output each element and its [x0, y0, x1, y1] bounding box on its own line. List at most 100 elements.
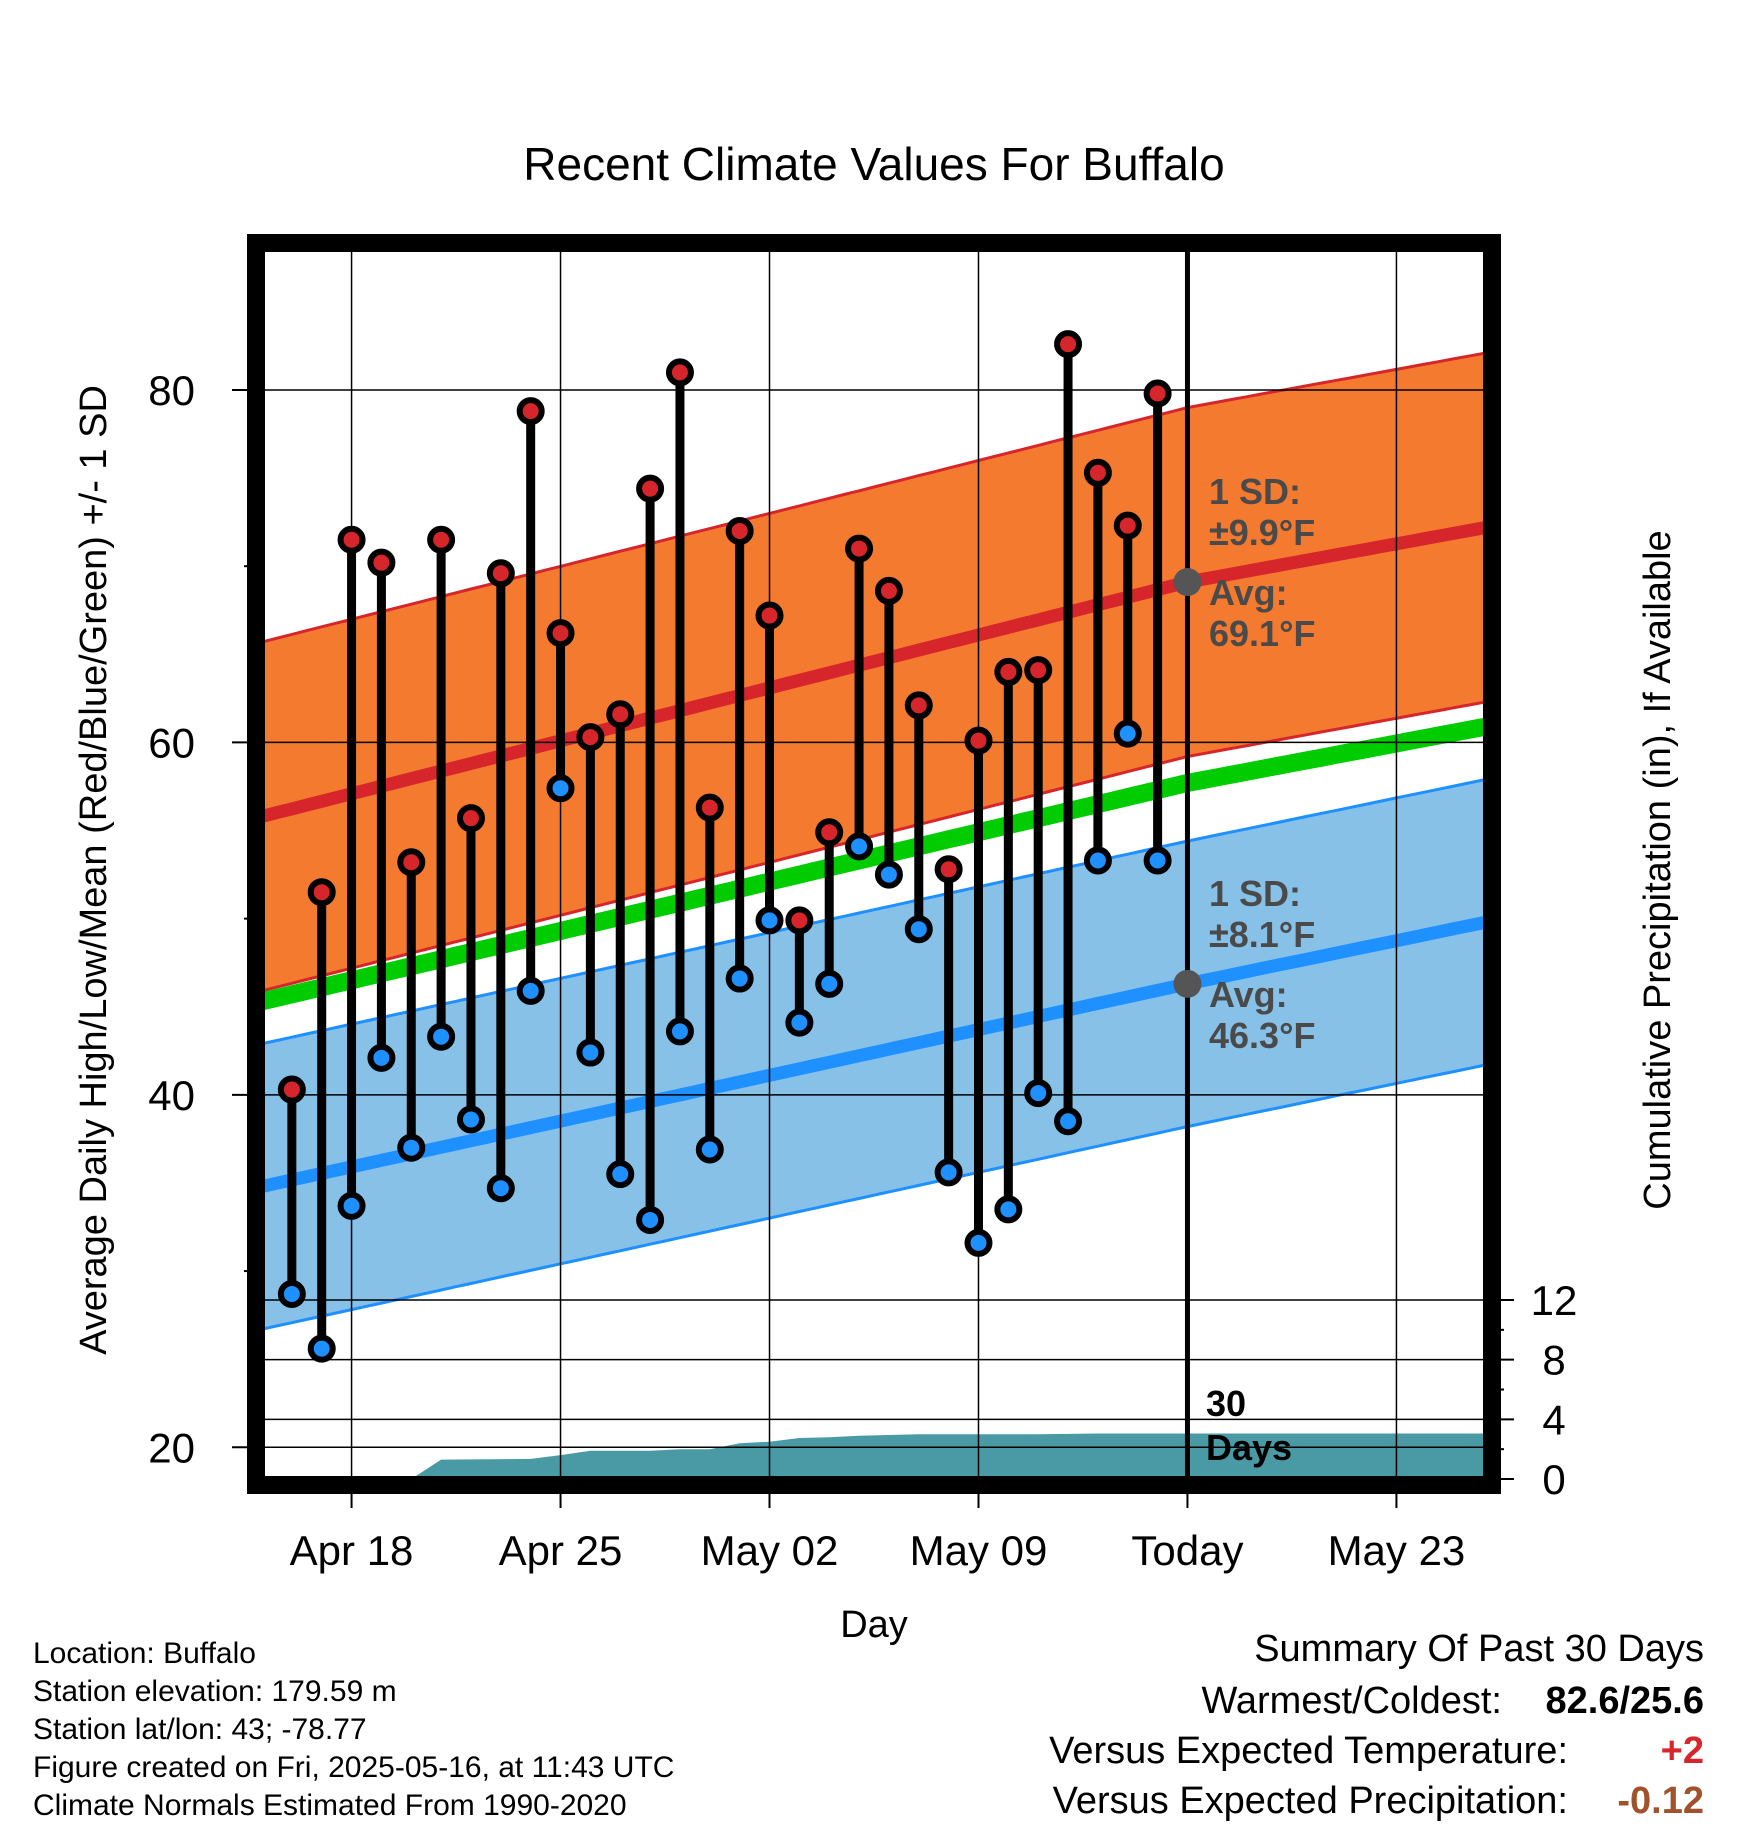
daily-high-point [994, 657, 1023, 686]
y-tick-label: 40 [148, 1072, 195, 1119]
daily-low-point [636, 1205, 665, 1234]
daily-high-point [904, 691, 933, 720]
daily-low-point [367, 1043, 396, 1072]
daily-high-point [874, 576, 903, 605]
normal-mean-line [262, 717, 1486, 1011]
info-created: Figure created on Fri, 2025-05-16, at 11… [33, 1751, 675, 1784]
daily-low-point [815, 969, 844, 998]
daily-low-point [606, 1160, 635, 1189]
x-tick-label: May 23 [1328, 1527, 1466, 1574]
y-tick-label: 60 [148, 719, 195, 766]
daily-low-point [1143, 846, 1172, 875]
summary-title: Summary Of Past 30 Days [1254, 1628, 1704, 1670]
x-tick-label: Today [1131, 1527, 1243, 1574]
daily-low-point [307, 1334, 336, 1363]
data-marks [277, 330, 1202, 1363]
daily-low-point [397, 1133, 426, 1162]
daily-high-point [665, 358, 694, 387]
daily-low-point [755, 906, 784, 935]
daily-low-point [546, 774, 575, 803]
daily-low-point [994, 1195, 1023, 1224]
info-location: Location: Buffalo [33, 1637, 256, 1670]
info-latlon: Station lat/lon: 43; -78.77 [33, 1713, 367, 1746]
plot-frame [247, 234, 1501, 1494]
daily-high-point [1024, 656, 1053, 685]
summary-precip-value: -0.12 [1617, 1780, 1704, 1822]
y-axis-label: Average Daily High/Low/Mean (Red/Blue/Gr… [73, 385, 115, 1355]
daily-low-point [486, 1174, 515, 1203]
summary-warm-cold-label: Warmest/Coldest: [1201, 1680, 1502, 1722]
high-sd-value: ±9.9°F [1209, 512, 1315, 553]
daily-high-point [964, 726, 993, 755]
low-band-upper-edge [262, 777, 1486, 1046]
daily-high-point [576, 723, 605, 752]
y2-tick-label: 0 [1542, 1456, 1565, 1503]
daily-high-point [277, 1075, 306, 1104]
x-tick-label: May 09 [910, 1527, 1048, 1574]
daily-high-point [1083, 458, 1112, 487]
precip-area [411, 1433, 1486, 1479]
daily-low-point [964, 1228, 993, 1257]
axes: 20 40 60 80 0 4 8 12 Apr 18 Apr 25 May 02 May 09 Tod… [148, 234, 1577, 1574]
daily-low-point [1054, 1107, 1083, 1136]
low-band-lower-edge [262, 1063, 1486, 1331]
daily-high-point [695, 793, 724, 822]
daily-low-point [934, 1158, 963, 1187]
info-normals: Climate Normals Estimated From 1990-2020 [33, 1789, 627, 1822]
daily-low-point [725, 964, 754, 993]
daily-high-point [934, 855, 963, 884]
daily-high-point [546, 619, 575, 648]
daily-high-point [606, 700, 635, 729]
daily-low-point [874, 860, 903, 889]
daily-high-point [456, 804, 485, 833]
summary-warm-cold-value: 82.6/25.6 [1545, 1680, 1704, 1722]
y-tick-label: 20 [148, 1424, 195, 1471]
normal-high-line [262, 521, 1486, 823]
x-axis-label: Day [840, 1604, 908, 1646]
daily-low-point [337, 1191, 366, 1220]
daily-high-point [725, 516, 754, 545]
days-label-number: 30 [1206, 1383, 1246, 1424]
daily-low-point [785, 1008, 814, 1037]
daily-low-point [516, 976, 545, 1005]
y2-axis-label: Cumulative Precipitation (in), If Availa… [1637, 530, 1679, 1209]
daily-low-point [665, 1017, 694, 1046]
daily-low-point [904, 915, 933, 944]
summary-precip-label: Versus Expected Precipitation: [1052, 1780, 1568, 1822]
summary-temp-value: +2 [1660, 1730, 1704, 1772]
y2-tick-label: 4 [1542, 1396, 1565, 1443]
daily-high-point [427, 525, 456, 554]
daily-high-point [1113, 511, 1142, 540]
daily-low-point [576, 1038, 605, 1067]
x-tick-label: May 02 [701, 1527, 839, 1574]
daily-high-point [815, 818, 844, 847]
daily-high-point [755, 601, 784, 630]
daily-high-point [1054, 330, 1083, 359]
daily-low-point [427, 1022, 456, 1051]
daily-high-point [636, 474, 665, 503]
daily-low-point [277, 1279, 306, 1308]
daily-high-point [486, 559, 515, 588]
high-sd-band [262, 353, 1486, 991]
high-sd-label: 1 SD: [1209, 471, 1301, 512]
low-sd-value: ±8.1°F [1209, 914, 1315, 955]
low-avg-label: Avg: [1209, 974, 1288, 1015]
normal-low-line [262, 915, 1486, 1193]
daily-high-point [845, 534, 874, 563]
x-tick-label: Apr 25 [499, 1527, 623, 1574]
daily-low-point [1083, 846, 1112, 875]
x-tick-label: Apr 18 [290, 1527, 414, 1574]
today-low-avg-marker [1173, 969, 1202, 998]
high-band-lower-edge [262, 700, 1486, 993]
info-elevation: Station elevation: 179.59 m [33, 1675, 397, 1708]
low-avg-value: 46.3°F [1209, 1015, 1315, 1056]
daily-high-point [397, 848, 426, 877]
y-tick-label: 80 [148, 367, 195, 414]
daily-low-point [695, 1135, 724, 1164]
daily-high-point [307, 878, 336, 907]
daily-high-point [367, 548, 396, 577]
daily-low-point [456, 1105, 485, 1134]
